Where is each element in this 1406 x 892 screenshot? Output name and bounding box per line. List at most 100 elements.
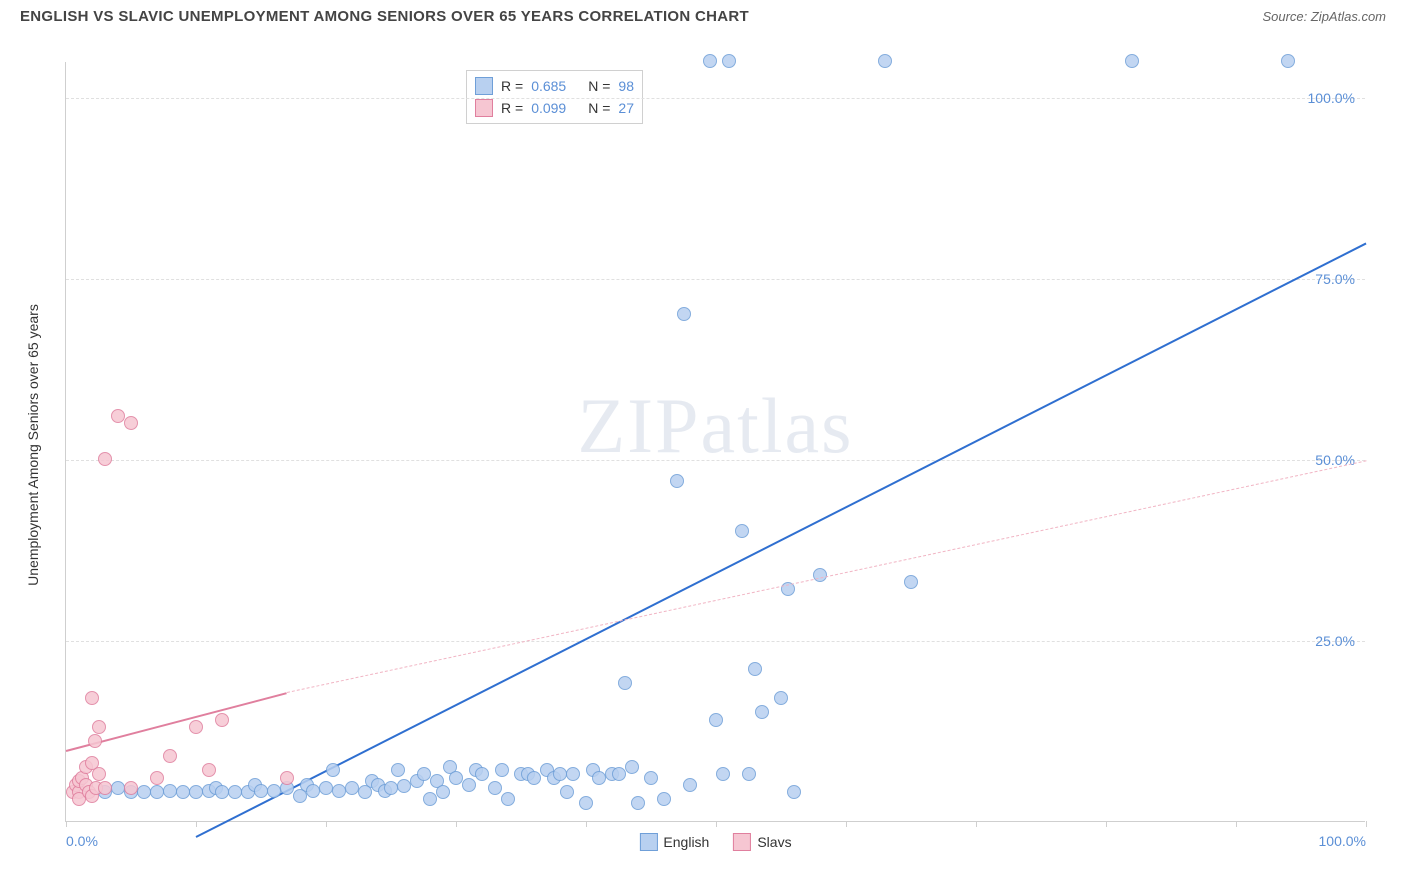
gridline <box>66 279 1365 280</box>
scatter-point <box>189 785 203 799</box>
scatter-point <box>703 54 717 68</box>
legend: English Slavs <box>639 833 791 851</box>
gridline <box>66 460 1365 461</box>
gridline <box>66 98 1365 99</box>
scatter-point <box>495 763 509 777</box>
n-label: N = <box>588 78 610 94</box>
xtick <box>326 821 327 827</box>
scatter-point <box>449 771 463 785</box>
scatter-point <box>215 785 229 799</box>
scatter-point <box>163 784 177 798</box>
scatter-point <box>631 796 645 810</box>
scatter-point <box>618 676 632 690</box>
scatter-point <box>306 784 320 798</box>
scatter-point <box>124 416 138 430</box>
scatter-point <box>254 784 268 798</box>
scatter-point <box>92 767 106 781</box>
ytick-label: 25.0% <box>1315 633 1355 649</box>
scatter-point <box>748 662 762 676</box>
plot-area: ZIPatlas R =0.685N =98R =0.099N =27 Engl… <box>65 62 1365 822</box>
scatter-point <box>88 734 102 748</box>
chart-container: Unemployment Among Seniors over 65 years… <box>45 50 1385 840</box>
xtick <box>846 821 847 827</box>
scatter-point <box>904 575 918 589</box>
n-value: 27 <box>618 100 634 116</box>
scatter-point <box>742 767 756 781</box>
scatter-point <box>111 409 125 423</box>
scatter-point <box>397 779 411 793</box>
scatter-point <box>625 760 639 774</box>
scatter-point <box>163 749 177 763</box>
xtick-label: 100.0% <box>1319 833 1366 849</box>
scatter-point <box>391 763 405 777</box>
scatter-point <box>436 785 450 799</box>
scatter-point <box>85 691 99 705</box>
y-axis-label: Unemployment Among Seniors over 65 years <box>25 304 41 586</box>
scatter-point <box>560 785 574 799</box>
xtick <box>66 821 67 827</box>
legend-label: English <box>663 834 709 850</box>
scatter-point <box>98 781 112 795</box>
legend-swatch <box>733 833 751 851</box>
xtick <box>586 821 587 827</box>
scatter-point <box>332 784 346 798</box>
chart-source: Source: ZipAtlas.com <box>1262 9 1386 24</box>
scatter-point <box>176 785 190 799</box>
n-label: N = <box>588 100 610 116</box>
scatter-point <box>202 763 216 777</box>
scatter-point <box>150 785 164 799</box>
scatter-point <box>716 767 730 781</box>
scatter-point <box>189 720 203 734</box>
scatter-point <box>735 524 749 538</box>
scatter-point <box>124 781 138 795</box>
scatter-point <box>566 767 580 781</box>
scatter-point <box>501 792 515 806</box>
correlation-row: R =0.099N =27 <box>475 97 634 119</box>
scatter-point <box>92 720 106 734</box>
legend-swatch <box>475 99 493 117</box>
xtick <box>716 821 717 827</box>
scatter-point <box>670 474 684 488</box>
scatter-point <box>423 792 437 806</box>
legend-item: English <box>639 833 709 851</box>
scatter-point <box>462 778 476 792</box>
r-label: R = <box>501 78 523 94</box>
scatter-point <box>326 763 340 777</box>
scatter-point <box>683 778 697 792</box>
scatter-point <box>488 781 502 795</box>
xtick <box>1106 821 1107 827</box>
scatter-point <box>677 307 691 321</box>
scatter-point <box>150 771 164 785</box>
legend-swatch <box>639 833 657 851</box>
ytick-label: 100.0% <box>1308 90 1355 106</box>
legend-swatch <box>475 77 493 95</box>
legend-item: Slavs <box>733 833 791 851</box>
correlation-box: R = 0.685 N = 98R = 0.099 N = 27 <box>466 70 643 124</box>
scatter-point <box>98 452 112 466</box>
chart-header: ENGLISH VS SLAVIC UNEMPLOYMENT AMONG SEN… <box>0 0 1406 31</box>
scatter-point <box>722 54 736 68</box>
scatter-point <box>592 771 606 785</box>
scatter-point <box>774 691 788 705</box>
scatter-point <box>228 785 242 799</box>
scatter-point <box>1281 54 1295 68</box>
ytick-label: 75.0% <box>1315 271 1355 287</box>
n-value: 98 <box>618 78 634 94</box>
scatter-point <box>384 781 398 795</box>
correlation-row: R = 0.685 N = 98 <box>475 75 634 97</box>
ytick-label: 50.0% <box>1315 452 1355 468</box>
scatter-point <box>111 781 125 795</box>
xtick <box>976 821 977 827</box>
trend-line <box>196 243 1367 838</box>
scatter-point <box>527 771 541 785</box>
scatter-point <box>137 785 151 799</box>
watermark: ZIPatlas <box>578 381 854 471</box>
scatter-point <box>1125 54 1139 68</box>
scatter-point <box>417 767 431 781</box>
scatter-point <box>644 771 658 785</box>
r-value: 0.099 <box>531 100 566 116</box>
scatter-point <box>280 771 294 785</box>
scatter-point <box>755 705 769 719</box>
r-value: 0.685 <box>531 78 566 94</box>
scatter-point <box>319 781 333 795</box>
